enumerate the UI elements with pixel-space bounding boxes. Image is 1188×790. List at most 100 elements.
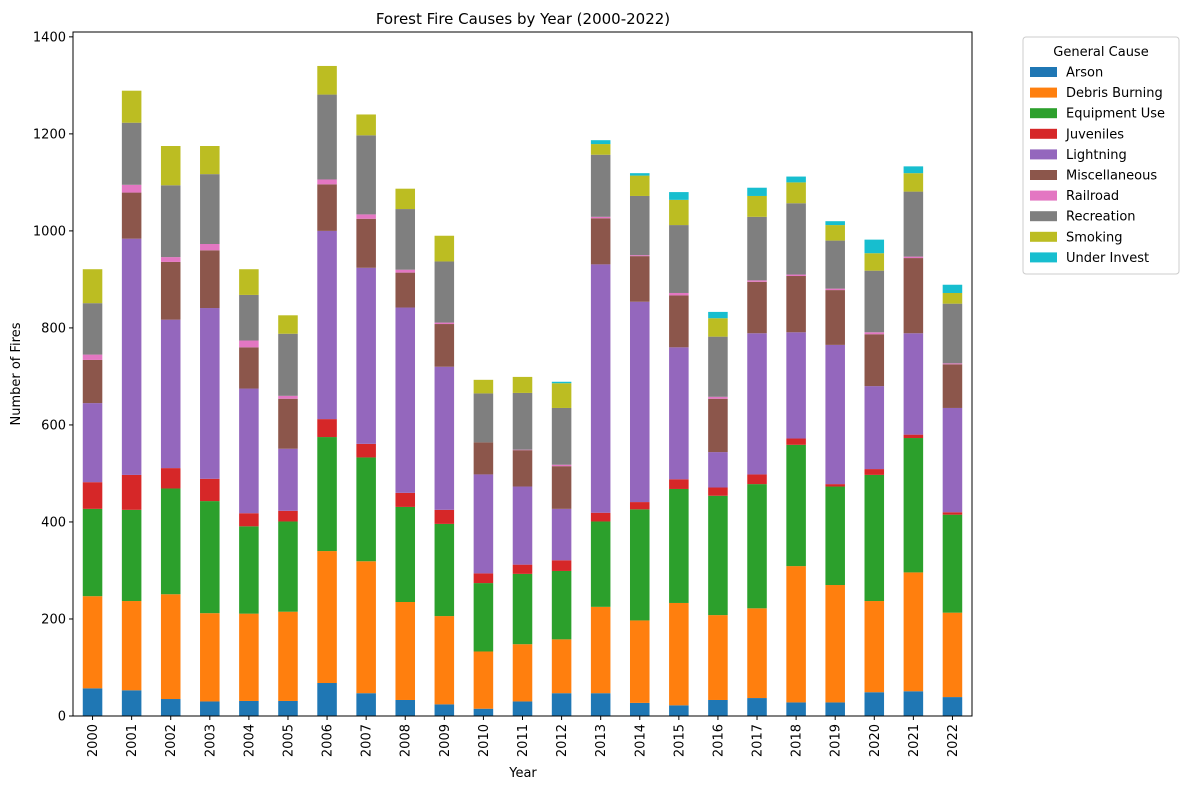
bar-2020-miscellaneous (864, 334, 885, 387)
bar-2000-arson (82, 688, 103, 716)
legend-label: Equipment Use (1066, 107, 1165, 122)
bar-2015-under-invest (669, 192, 689, 200)
bar-2016-arson (708, 699, 728, 716)
legend-swatch (1030, 149, 1057, 160)
bar-2003-railroad (200, 243, 220, 251)
bar-2004-smoking (239, 269, 259, 295)
bar-2013-arson (590, 693, 611, 716)
bar-2018-equipment-use (786, 444, 806, 567)
bar-2008-railroad (395, 269, 416, 273)
legend-swatch (1030, 211, 1057, 222)
bar-2013-miscellaneous (590, 218, 611, 265)
bar-2006-smoking (317, 65, 337, 95)
bar-2014-recreation (629, 195, 650, 256)
bar-2014-juveniles (629, 502, 650, 510)
bar-2007-debris-burning (356, 561, 376, 694)
x-tick-label: 2005 (281, 724, 296, 757)
bar-2003-debris-burning (200, 613, 220, 702)
bar-2000-recreation (82, 303, 103, 355)
bar-2015-railroad (669, 292, 689, 296)
bar-2015-miscellaneous (669, 295, 689, 348)
bar-2008-miscellaneous (395, 272, 416, 308)
bar-2006-miscellaneous (317, 184, 337, 231)
legend-swatch (1030, 252, 1057, 263)
bar-2009-smoking (434, 235, 455, 262)
bar-2021-debris-burning (903, 572, 924, 692)
bar-2013-railroad (590, 216, 611, 219)
x-tick-label: 2001 (125, 724, 140, 757)
y-tick-label: 1000 (33, 224, 66, 239)
bar-2018-lightning (786, 332, 806, 439)
legend-label: Lightning (1066, 148, 1127, 163)
bar-2007-miscellaneous (356, 218, 376, 268)
legend-label: Under Invest (1066, 251, 1149, 266)
bar-2011-debris-burning (512, 644, 533, 702)
x-axis: 2000 2001 2002 2003 2004 2005 2006 2007 2008 2009… (86, 716, 961, 757)
bar-2017-arson (747, 698, 767, 716)
bar-2017-smoking (747, 195, 767, 217)
bar-2007-equipment-use (356, 457, 376, 562)
x-tick-label: 2022 (946, 724, 961, 757)
bar-2021-juveniles (903, 434, 924, 439)
x-tick-label: 2021 (907, 724, 922, 757)
x-axis-label: Year (508, 766, 537, 781)
bar-2017-under-invest (747, 187, 767, 196)
bar-2001-juveniles (121, 474, 142, 510)
bar-2019-equipment-use (825, 486, 845, 586)
bar-2016-railroad (708, 396, 728, 399)
bar-2022-juveniles (942, 512, 963, 515)
bar-2013-smoking (590, 144, 611, 155)
x-tick-label: 2006 (321, 724, 336, 757)
legend-swatch (1030, 87, 1057, 98)
bar-2009-debris-burning (434, 616, 455, 705)
bar-2007-recreation (356, 135, 376, 215)
bar-2022-railroad (942, 363, 963, 365)
bar-2017-equipment-use (747, 484, 767, 609)
bar-2020-under-invest (864, 239, 885, 254)
bar-2010-smoking (473, 379, 494, 394)
legend-label: Miscellaneous (1066, 169, 1157, 184)
bar-2001-miscellaneous (121, 192, 142, 239)
bar-2003-miscellaneous (200, 250, 220, 309)
bar-2013-debris-burning (590, 606, 611, 694)
bar-2019-miscellaneous (825, 290, 845, 345)
bar-2003-recreation (200, 174, 220, 244)
legend-label: Smoking (1066, 230, 1123, 245)
x-tick-label: 2013 (594, 724, 609, 757)
y-tick-label: 0 (58, 710, 66, 725)
bar-2000-lightning (82, 403, 103, 483)
bar-2005-arson (278, 700, 298, 716)
bar-2018-debris-burning (786, 566, 806, 703)
bar-2015-juveniles (669, 479, 689, 489)
bar-2000-debris-burning (82, 596, 103, 689)
bar-2006-recreation (317, 94, 337, 180)
bar-2019-juveniles (825, 484, 845, 487)
bar-2020-lightning (864, 386, 885, 470)
bar-2010-equipment-use (473, 583, 494, 652)
y-tick-label: 600 (41, 418, 66, 433)
bar-2014-miscellaneous (629, 256, 650, 302)
legend: General Cause Arson Debris Burning Equipme… (1022, 36, 1180, 275)
bar-2010-debris-burning (473, 651, 494, 709)
bar-2008-juveniles (395, 492, 416, 507)
bar-2015-smoking (669, 199, 689, 226)
bar-2015-lightning (669, 347, 689, 480)
bar-2011-equipment-use (512, 573, 533, 645)
legend-label: Arson (1066, 66, 1103, 81)
bar-2009-lightning (434, 366, 455, 510)
bars-group (82, 65, 963, 716)
bar-2018-under-invest (786, 176, 806, 183)
bar-2001-railroad (121, 184, 142, 193)
bar-2017-recreation (747, 216, 767, 281)
bar-2001-smoking (121, 90, 142, 123)
bar-2002-smoking (160, 146, 181, 186)
bar-2004-recreation (239, 294, 259, 341)
x-tick-label: 2008 (399, 724, 414, 757)
legend-items: Arson Debris Burning Equipment Use Juvenile… (1030, 66, 1165, 266)
bar-2005-recreation (278, 333, 298, 396)
bar-2018-smoking (786, 182, 806, 204)
x-tick-label: 2017 (751, 724, 766, 757)
bar-2011-recreation (512, 392, 533, 450)
bar-2001-lightning (121, 238, 142, 475)
bar-2004-equipment-use (239, 526, 259, 614)
